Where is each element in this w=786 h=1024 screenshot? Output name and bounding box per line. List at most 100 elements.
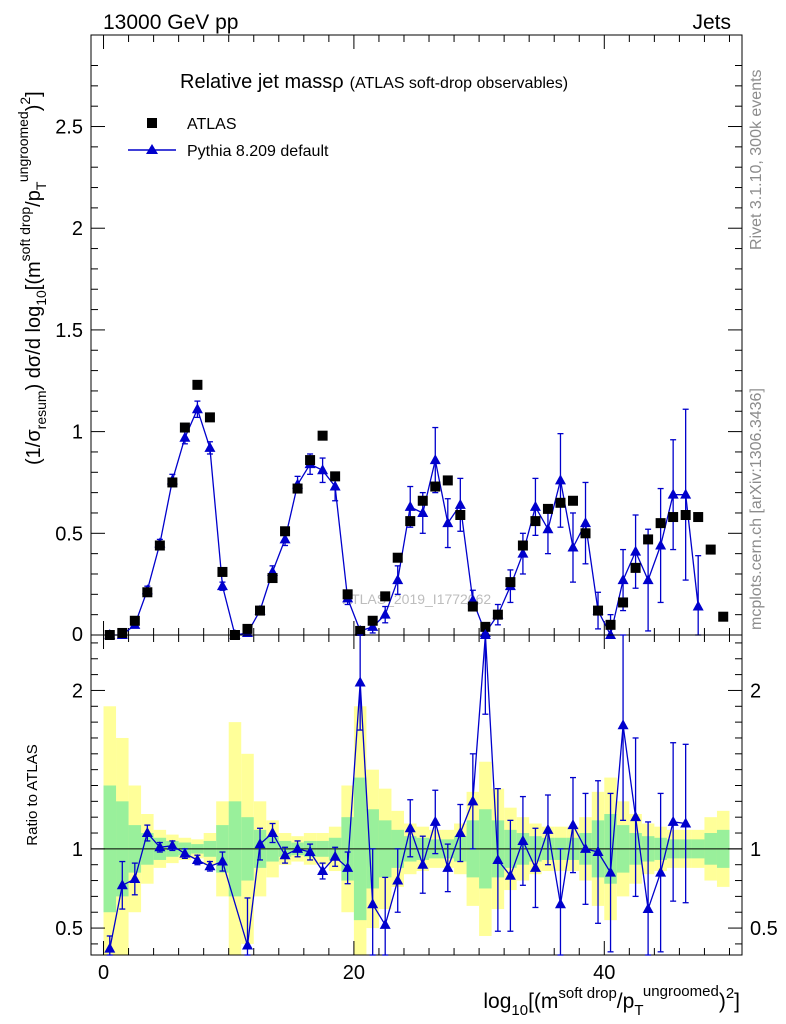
pythia-marker: [417, 506, 429, 517]
ratio-marker: [154, 841, 166, 852]
ratio-marker: [279, 849, 291, 860]
atlas-marker: [167, 477, 178, 488]
pythia-marker: [655, 539, 667, 550]
pythia-marker: [529, 500, 541, 511]
x-axis-label: log10[(msoft drop/pTungroomed)2]: [483, 983, 740, 1019]
legend-atlas-marker: [147, 118, 157, 128]
atlas-marker: [280, 526, 291, 537]
atlas-marker: [342, 589, 353, 600]
atlas-marker: [618, 597, 629, 608]
atlas-marker: [630, 562, 641, 573]
ratio-marker: [104, 942, 116, 953]
ratio-marker: [454, 827, 466, 838]
ratio-marker: [542, 823, 554, 834]
pythia-marker: [216, 580, 228, 591]
ratio-marker: [667, 815, 679, 826]
pythia-marker: [554, 474, 566, 485]
atlas-marker: [142, 587, 153, 598]
ratio-line: [109, 634, 686, 949]
atlas-marker: [405, 516, 416, 527]
atlas-marker: [505, 577, 516, 588]
pythia-marker: [179, 431, 191, 442]
ratio-marker: [354, 676, 366, 687]
atlas-marker: [455, 510, 466, 520]
atlas-marker: [367, 615, 378, 626]
ratio-marker: [429, 815, 441, 826]
ratio-marker: [517, 834, 529, 845]
atlas-marker: [154, 540, 165, 551]
atlas-marker: [417, 495, 428, 506]
ratio-marker: [567, 819, 579, 830]
ratio-marker: [392, 874, 404, 885]
atlas-marker: [117, 627, 128, 638]
ratio-marker: [166, 839, 178, 850]
atlas-marker: [655, 518, 666, 529]
ratio-marker: [379, 918, 391, 929]
atlas-marker: [668, 512, 679, 523]
ratio-marker: [617, 719, 629, 730]
ratio-marker: [216, 855, 228, 866]
ratio-marker: [317, 865, 329, 876]
atlas-marker: [517, 540, 528, 551]
main-y-tick-label: 2: [72, 218, 83, 240]
pythia-marker: [580, 517, 592, 528]
atlas-marker: [492, 609, 503, 620]
ratio-marker: [241, 939, 253, 950]
pythia-marker: [317, 464, 329, 475]
chart-title: Relative jet massρ (ATLAS soft-drop obser…: [180, 71, 568, 93]
atlas-marker: [380, 591, 391, 602]
main-y-tick-label: 0: [72, 624, 83, 646]
ratio-ylabel: Ratio to ATLAS: [24, 744, 41, 845]
main-ylabel: (1/σresum) dσ/d log10[(msoft drop/pTungr…: [15, 91, 49, 465]
main-y-tick-label: 1.5: [55, 320, 83, 342]
pythia-marker: [442, 517, 454, 528]
atlas-marker: [567, 495, 578, 506]
ratio-marker: [529, 861, 541, 872]
ratio-marker: [642, 903, 654, 914]
ratio-marker: [404, 822, 416, 833]
ratio-marker: [680, 817, 692, 828]
x-tick-label: 20: [343, 962, 365, 984]
atlas-marker: [355, 625, 366, 636]
atlas-marker: [204, 412, 215, 423]
pythia-marker: [279, 533, 291, 544]
ratio-marker: [630, 811, 642, 822]
pythia-marker: [367, 620, 379, 631]
atlas-marker: [605, 619, 616, 630]
legend-pythia-marker: [146, 144, 158, 154]
legend-atlas-label: ATLAS: [187, 116, 237, 133]
main-y-tick-label: 2.5: [55, 117, 83, 139]
ratio-marker: [467, 795, 479, 806]
pythia-marker: [667, 488, 679, 499]
ratio-marker: [267, 827, 279, 838]
pythia-marker: [329, 480, 341, 491]
ratio-marker: [605, 866, 617, 877]
atlas-marker: [330, 471, 341, 482]
ratio-panel: 0.5 0.51 12 20 20 40 Ratio to ATLAS log10[(ms…: [24, 629, 778, 1019]
ratio-marker: [554, 898, 566, 909]
atlas-marker: [430, 481, 441, 492]
atlas-marker: [267, 573, 278, 584]
x-tick-label: 40: [593, 962, 615, 984]
atlas-marker: [693, 512, 704, 523]
ratio-marker: [417, 858, 429, 869]
legend-pythia-label: Pythia 8.209 default: [187, 143, 329, 160]
ratio-marker: [442, 861, 454, 872]
ratio-marker: [129, 872, 141, 883]
atlas-marker: [242, 623, 253, 634]
main-panel: Relative jet massρ (ATLAS soft-drop obser…: [15, 34, 743, 649]
ratio-marker: [141, 827, 153, 838]
atlas-marker: [680, 510, 691, 520]
watermark: ATLAS_2019_I1772062: [343, 591, 492, 607]
atlas-marker: [392, 552, 403, 563]
pythia-marker: [567, 541, 579, 552]
ratio-marker: [116, 879, 128, 890]
atlas-marker: [542, 503, 553, 514]
ratio-y-tick-label-right: 1: [750, 839, 761, 861]
ratio-marker: [655, 866, 667, 877]
atlas-marker: [593, 605, 604, 616]
main-y-tick-label: 1: [72, 422, 83, 444]
ratio-marker: [329, 850, 341, 861]
atlas-marker: [305, 455, 316, 466]
